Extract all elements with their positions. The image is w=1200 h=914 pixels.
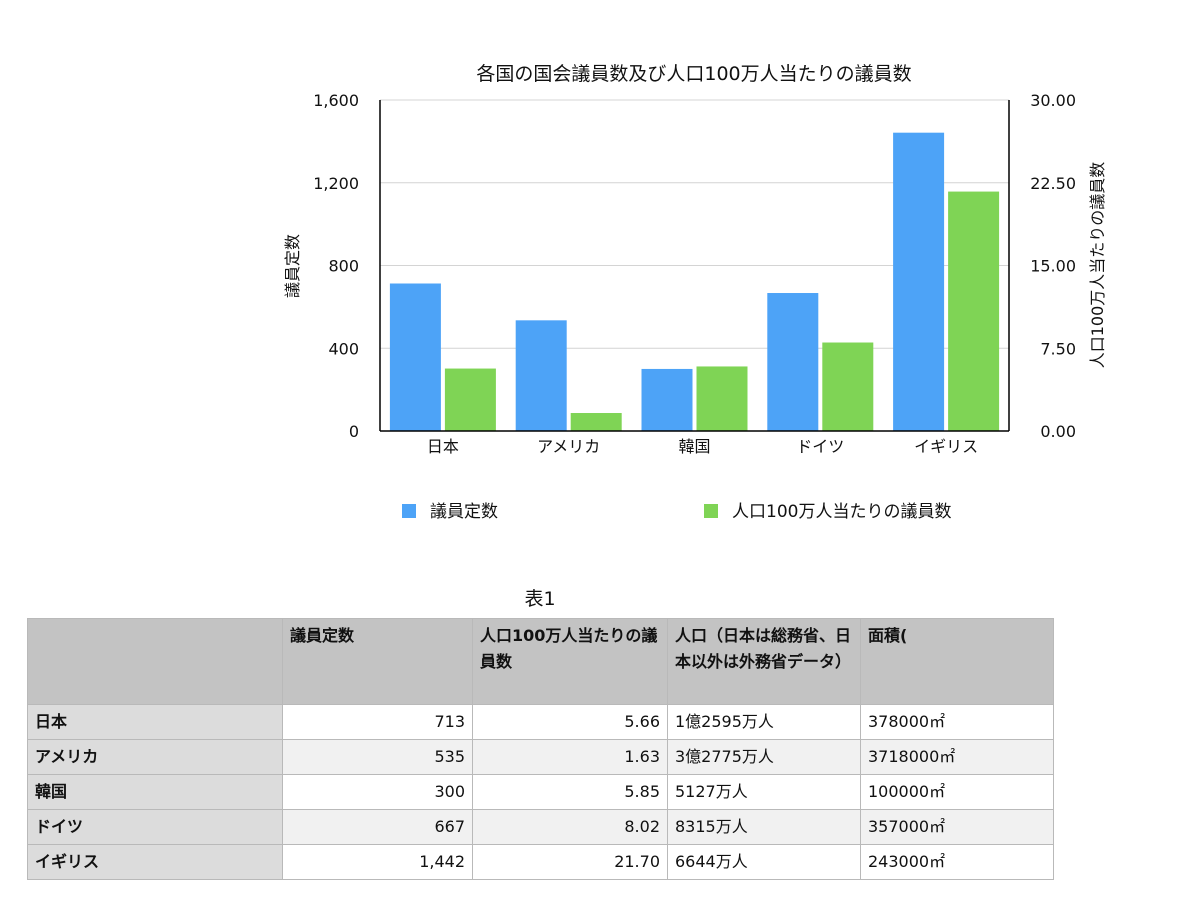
bar-per-million [948, 191, 1000, 431]
table-row: アメリカ 535 1.63 3億2775万人 3718000㎡ [27, 739, 1054, 775]
bar-seats [641, 368, 693, 431]
right-tick-label: 0.00 [1040, 422, 1076, 441]
right-tick-label: 7.50 [1040, 339, 1076, 358]
cell-per-million: 5.85 [472, 774, 668, 810]
left-tick-label: 0 [349, 422, 359, 441]
cell-area: 3718000㎡ [860, 739, 1054, 775]
category-label: 日本 [427, 437, 459, 456]
row-label: 韓国 [27, 774, 283, 810]
row-label: 日本 [27, 704, 283, 740]
right-tick-label: 30.00 [1030, 91, 1076, 110]
category-label: ドイツ [796, 437, 844, 456]
header-cell-population: 人口（日本は総務省、日本以外は外務省データ） [667, 618, 861, 705]
right-axis-title: 人口100万人当たりの議員数 [1088, 162, 1107, 369]
header-cell-blank [27, 618, 283, 705]
header-cell-seats: 議員定数 [282, 618, 473, 705]
category-label: イギリス [914, 437, 978, 456]
table-row: 韓国 300 5.85 5127万人 100000㎡ [27, 774, 1054, 810]
cell-seats: 535 [282, 739, 473, 775]
legend-label-series-2: 人口100万人当たりの議員数 [732, 502, 951, 522]
cell-population: 1億2595万人 [667, 704, 861, 740]
data-table: 議員定数 人口100万人当たりの議員数 人口（日本は総務省、日本以外は外務省デー… [27, 618, 1054, 880]
header-cell-area: 面積( [860, 618, 1054, 705]
cell-population: 5127万人 [667, 774, 861, 810]
left-tick-label: 800 [328, 257, 359, 276]
legend: 議員定数 人口100万人当たりの議員数 [402, 502, 951, 522]
bar-per-million [570, 413, 622, 431]
bar-seats [389, 283, 441, 431]
row-label: イギリス [27, 844, 283, 880]
bar-per-million [822, 342, 874, 431]
left-tick-label: 400 [328, 339, 359, 358]
chart-title: 各国の国会議員数及び人口100万人当たりの議員数 [476, 63, 911, 85]
legend-swatch-series-2 [704, 504, 718, 518]
cell-population: 6644万人 [667, 844, 861, 880]
cell-seats: 300 [282, 774, 473, 810]
cell-population: 3億2775万人 [667, 739, 861, 775]
right-tick-label: 15.00 [1030, 257, 1076, 276]
bar-seats [767, 293, 819, 431]
category-labels: 日本 アメリカ 韓国 ドイツ イギリス [427, 437, 978, 456]
cell-per-million: 21.70 [472, 844, 668, 880]
legend-label-series-1: 議員定数 [430, 502, 498, 522]
right-tick-label: 22.50 [1030, 174, 1076, 193]
table-row: 日本 713 5.66 1億2595万人 378000㎡ [27, 704, 1054, 740]
table-row: ドイツ 667 8.02 8315万人 357000㎡ [27, 809, 1054, 845]
cell-seats: 1,442 [282, 844, 473, 880]
left-tick-label: 1,200 [313, 174, 359, 193]
bar-per-million [444, 368, 496, 431]
category-label: 韓国 [678, 437, 710, 456]
dual-axis-bar-chart: 各国の国会議員数及び人口100万人当たりの議員数 0 400 800 1,200 1,6… [283, 63, 1107, 522]
table-caption: 表1 [524, 588, 556, 610]
cell-seats: 713 [282, 704, 473, 740]
row-label: ドイツ [27, 809, 283, 845]
right-axis-ticks: 0.00 7.50 15.00 22.50 30.00 [1030, 91, 1076, 441]
cell-per-million: 1.63 [472, 739, 668, 775]
cell-area: 357000㎡ [860, 809, 1054, 845]
cell-area: 243000㎡ [860, 844, 1054, 880]
bar-per-million [696, 366, 748, 431]
legend-swatch-series-1 [402, 504, 416, 518]
header-cell-per-million: 人口100万人当たりの議員数 [472, 618, 668, 705]
table-row: イギリス 1,442 21.70 6644万人 243000㎡ [27, 844, 1054, 880]
left-axis-title: 議員定数 [283, 234, 302, 298]
row-label: アメリカ [27, 739, 283, 775]
cell-area: 100000㎡ [860, 774, 1054, 810]
cell-per-million: 8.02 [472, 809, 668, 845]
table-header-row: 議員定数 人口100万人当たりの議員数 人口（日本は総務省、日本以外は外務省デー… [27, 618, 1054, 705]
bar-seats [515, 320, 567, 431]
left-tick-label: 1,600 [313, 91, 359, 110]
cell-population: 8315万人 [667, 809, 861, 845]
cell-per-million: 5.66 [472, 704, 668, 740]
bar-seats [893, 132, 945, 431]
category-label: アメリカ [537, 437, 600, 456]
cell-seats: 667 [282, 809, 473, 845]
bars [389, 132, 1000, 431]
left-axis-ticks: 0 400 800 1,200 1,600 [313, 91, 359, 441]
cell-area: 378000㎡ [860, 704, 1054, 740]
